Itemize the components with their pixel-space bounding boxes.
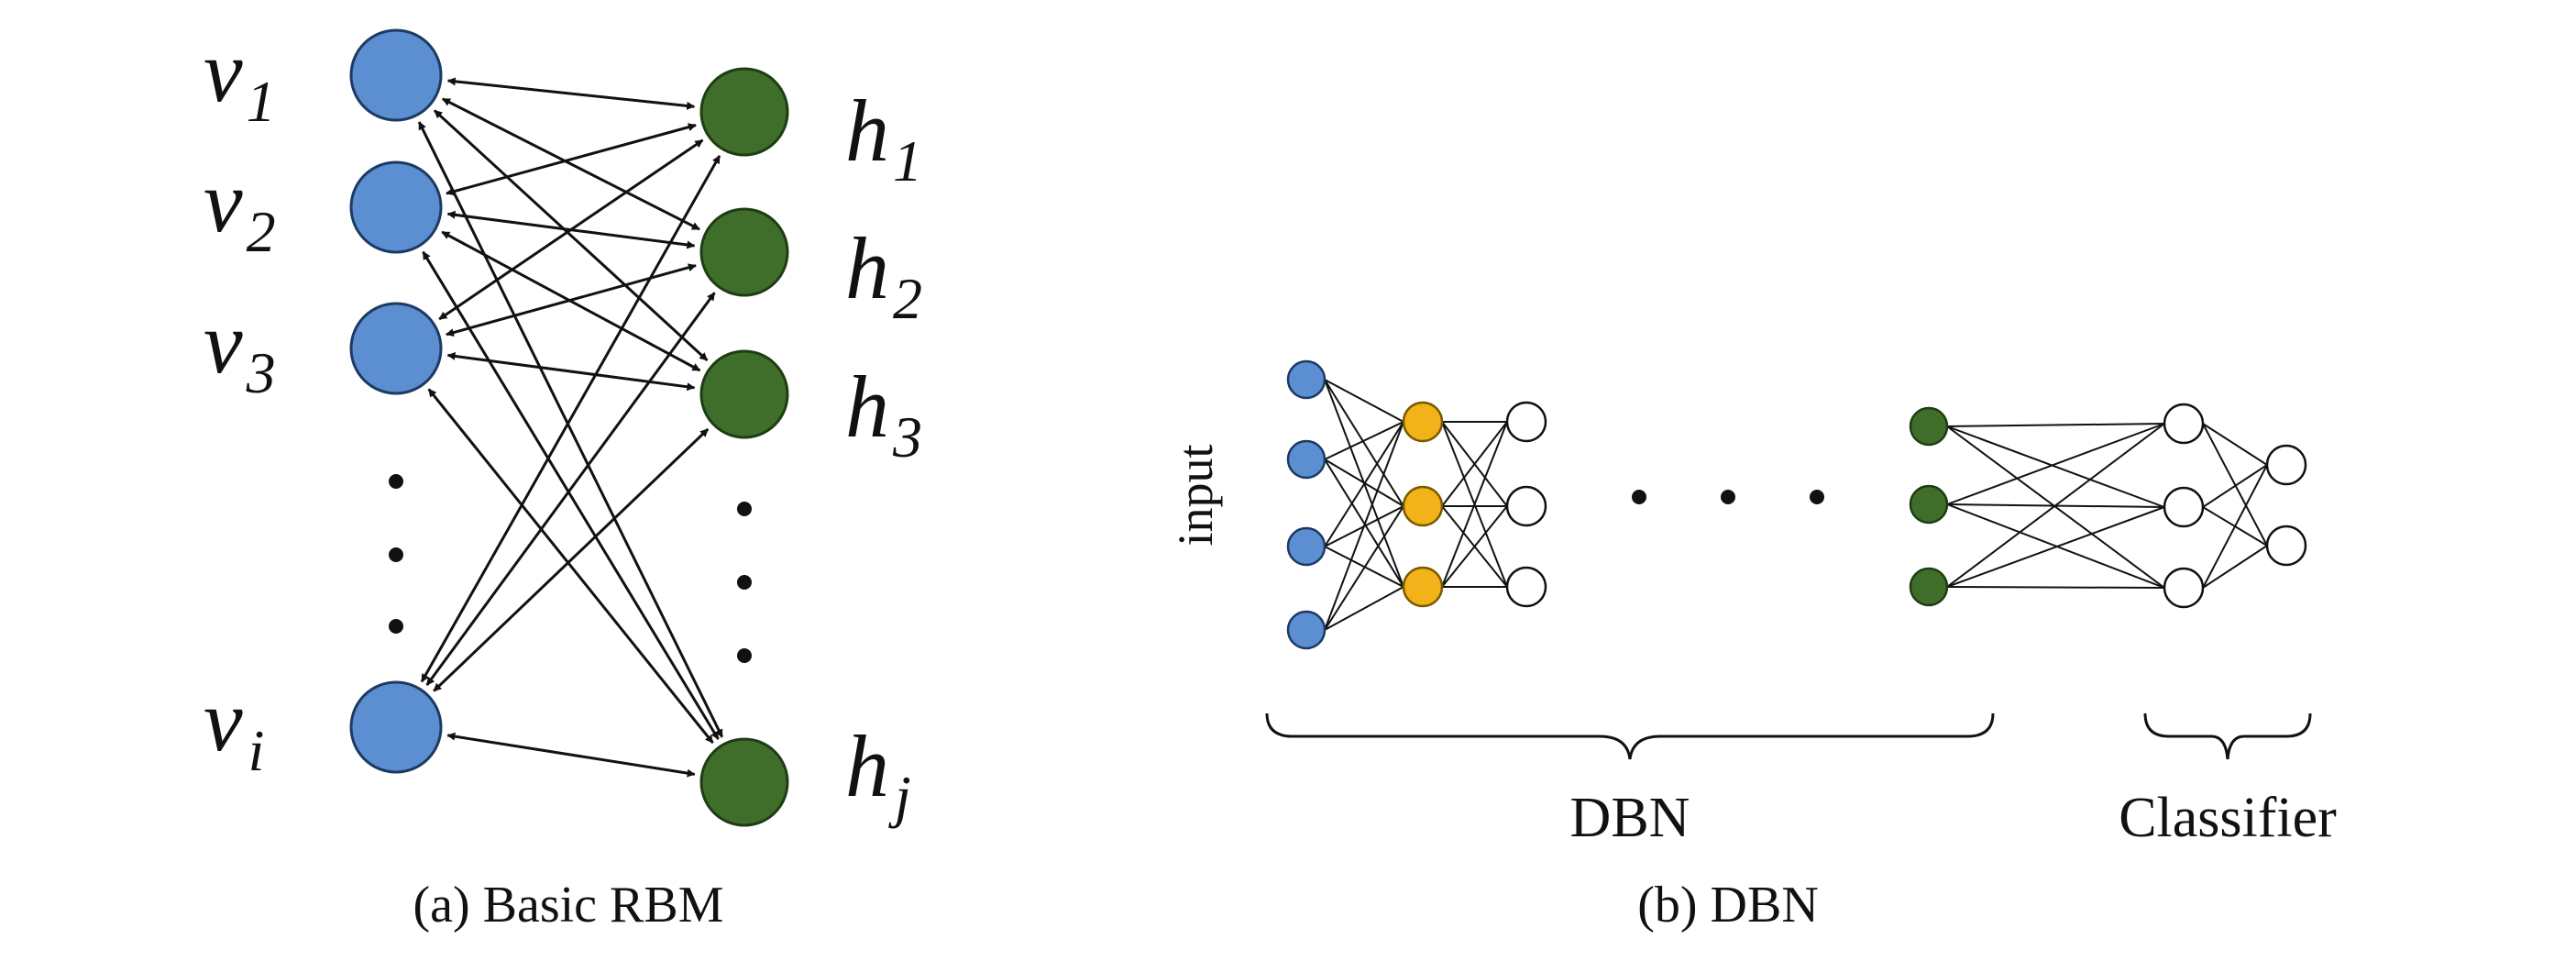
rbm-edge-v4-h4 (446, 732, 696, 778)
hidden-node-2 (699, 207, 789, 297)
dbn-edges (1324, 379, 2268, 631)
top-layer-node-1 (1909, 406, 1949, 447)
dbn-edge-top-layer-2-classifier-layer-1-1 (1946, 506, 2165, 588)
dbn-edge-classifier-layer-1-0-classifier-layer-2-0 (2202, 423, 2268, 466)
dbn-ellipsis (1632, 490, 1824, 504)
dbn-edge-top-layer-1-classifier-layer-1-0 (1946, 423, 2165, 505)
label-h1: h1 (845, 82, 922, 193)
label-v1: v1 (204, 22, 276, 134)
label-v2: v2 (204, 152, 276, 264)
label-vi: vi (204, 671, 264, 783)
hidden-layer-1-node-3 (1402, 566, 1444, 608)
rbm-edge-v3-h4 (427, 388, 714, 745)
classifier-brace (2143, 712, 2312, 760)
caption-b: (b) DBN (1637, 877, 1819, 933)
input-label: input (1168, 444, 1223, 546)
classifier-layer-1-node-1 (2163, 403, 2205, 445)
input-layer-node-3 (1286, 526, 1327, 567)
top-layer-node-3 (1909, 567, 1949, 607)
rbm-edge-v1-h1 (446, 77, 696, 110)
dbn-edge-input-layer-0-hidden-layer-1-0 (1324, 379, 1404, 423)
dbn-edge-top-layer-2-classifier-layer-1-2 (1946, 586, 2165, 589)
label-hj: hj (845, 717, 911, 829)
dbn-edge-classifier-layer-1-1-classifier-layer-2-0 (2202, 464, 2268, 508)
hidden-layer-2-node-1 (1505, 401, 1547, 443)
dbn-edge-input-layer-0-hidden-layer-1-1 (1324, 379, 1404, 507)
visible-node-2 (349, 160, 443, 254)
dbn-edge-top-layer-0-classifier-layer-1-1 (1946, 425, 2165, 508)
input-layer-node-1 (1286, 359, 1327, 400)
dbn-edge-input-layer-3-hidden-layer-1-0 (1324, 421, 1404, 631)
classifier-layer-1-node-3 (2163, 567, 2205, 609)
dbn-edge-input-layer-3-hidden-layer-1-1 (1324, 505, 1404, 631)
dbn-label: DBN (1570, 787, 1690, 849)
hidden-node-1 (699, 67, 789, 157)
hidden-layer-1-node-2 (1402, 485, 1444, 527)
visible-node-3 (349, 302, 443, 395)
dbn-edge-hidden-layer-1-2-hidden-layer-2-0 (1441, 421, 1508, 588)
rbm-edge-v3-h2 (446, 263, 697, 337)
rbm-edge-v4-h2 (425, 292, 716, 686)
rbm-edge-v1-h4 (417, 121, 724, 738)
hidden-node-j (699, 737, 789, 827)
dbn-nodes (1286, 359, 2307, 650)
hidden-layer-2-node-2 (1505, 485, 1547, 527)
dbn-edge-input-layer-2-hidden-layer-1-0 (1324, 421, 1404, 547)
dbn-edge-classifier-layer-1-2-classifier-layer-2-1 (2202, 545, 2268, 589)
dbn-edge-top-layer-0-classifier-layer-1-0 (1946, 423, 2165, 427)
caption-a: (a) Basic RBM (413, 877, 723, 933)
dbn-edge-input-layer-1-hidden-layer-1-0 (1324, 421, 1404, 460)
visible-ellipsis (389, 474, 403, 634)
rbm-edge-v3-h1 (438, 138, 704, 321)
input-layer-node-4 (1286, 610, 1327, 650)
dbn-brace (1265, 712, 1995, 760)
dbn-edge-classifier-layer-1-0-classifier-layer-2-1 (2202, 423, 2268, 547)
dbn-edge-hidden-layer-1-1-hidden-layer-2-0 (1441, 421, 1508, 507)
dbn-edge-input-layer-1-hidden-layer-1-2 (1324, 458, 1404, 588)
rbm-edge-v1-h2 (441, 97, 700, 231)
rbm-edge-v2-h4 (422, 250, 720, 740)
label-h2: h2 (845, 219, 922, 331)
dbn-edge-top-layer-0-classifier-layer-1-2 (1946, 425, 2165, 589)
dbn-edge-input-layer-3-hidden-layer-1-2 (1324, 586, 1404, 631)
label-v3: v3 (204, 293, 276, 405)
label-h3: h3 (845, 358, 922, 469)
panel-a-rbm: v1 v2 v3 vi h1 h2 h3 hj (a) Basic RBM (204, 22, 922, 933)
input-layer-node-2 (1286, 439, 1327, 480)
classifier-layer-2-node-1 (2265, 444, 2307, 486)
top-layer-node-2 (1909, 484, 1949, 525)
rbm-edges (417, 77, 724, 778)
rbm-edge-v2-h1 (446, 123, 697, 196)
rbm-edge-v4-h3 (433, 427, 710, 692)
hidden-layer-2-node-3 (1505, 566, 1547, 608)
dbn-edge-classifier-layer-1-2-classifier-layer-2-0 (2202, 464, 2268, 589)
dbn-edge-top-layer-2-classifier-layer-1-0 (1946, 423, 2165, 588)
classifier-label: Classifier (2119, 787, 2337, 849)
classifier-layer-1-node-2 (2163, 486, 2205, 528)
visible-node-i (349, 680, 443, 774)
hidden-node-3 (699, 349, 789, 439)
dbn-edge-hidden-layer-1-2-hidden-layer-2-1 (1441, 505, 1508, 588)
classifier-layer-2-node-2 (2265, 525, 2307, 567)
hidden-layer-1-node-1 (1402, 401, 1444, 443)
panel-b-dbn: input DBN Classifier (b) DBN (1168, 359, 2337, 933)
hidden-ellipsis (737, 502, 752, 663)
visible-node-1 (349, 28, 443, 122)
